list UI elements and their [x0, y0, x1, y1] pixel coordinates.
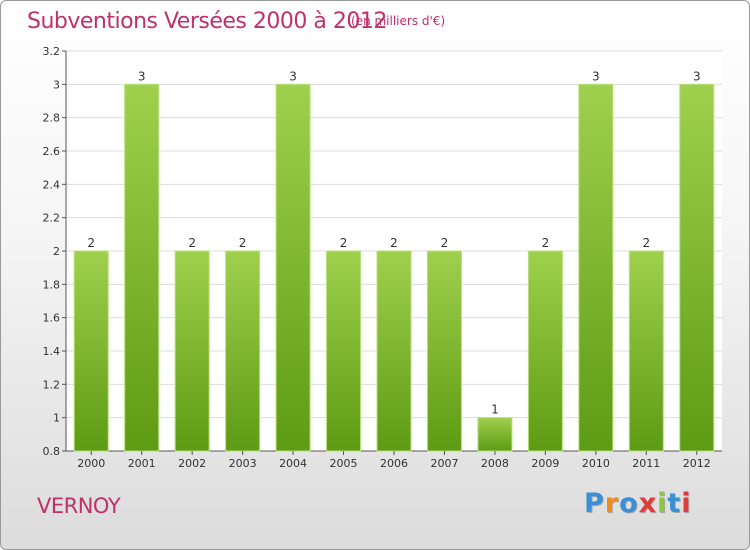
logo-letter: x [638, 488, 658, 519]
bar [174, 250, 210, 452]
commune-name: VERNOY [37, 494, 121, 518]
logo-letter: i [681, 488, 692, 519]
bar [628, 250, 664, 452]
y-tick-label: 2.8 [43, 112, 61, 125]
bar [326, 250, 362, 452]
x-tick-label: 2002 [178, 457, 206, 470]
bar-value-label: 2 [542, 236, 550, 250]
y-tick-label: 3 [53, 78, 60, 91]
y-tick-label: 1.4 [43, 345, 61, 358]
x-tick-label: 2004 [279, 457, 307, 470]
bar-value-label: 1 [491, 403, 499, 417]
y-tick-label: 1.6 [43, 312, 61, 325]
x-tick-label: 2001 [128, 457, 156, 470]
bar [679, 83, 715, 452]
y-tick-label: 1 [53, 412, 60, 425]
bar-value-label: 2 [87, 236, 95, 250]
y-tick-label: 2.6 [43, 145, 61, 158]
y-tick-label: 2.4 [43, 178, 61, 191]
bar [578, 83, 614, 452]
y-tick-label: 3.2 [43, 45, 61, 58]
y-tick-label: 2 [53, 245, 60, 258]
y-tick-label: 0.8 [43, 445, 61, 458]
bar-value-label: 3 [289, 69, 297, 83]
x-tick-label: 2000 [77, 457, 105, 470]
bar-value-label: 2 [239, 236, 247, 250]
bar [477, 417, 513, 452]
bar-value-label: 2 [340, 236, 348, 250]
bar-value-label: 3 [592, 69, 600, 83]
bar-value-label: 2 [441, 236, 449, 250]
chart-title: Subventions Versées 2000 à 2012 [27, 9, 387, 34]
bar [426, 250, 462, 452]
logo-letter: i [657, 488, 668, 519]
bar-value-label: 3 [693, 69, 701, 83]
y-tick-label: 2.2 [43, 212, 61, 225]
logo-letter: r [604, 488, 620, 519]
logo-letter: o [619, 488, 639, 519]
proxiti-logo: Proxiti [584, 488, 692, 519]
x-tick-label: 2003 [229, 457, 257, 470]
x-tick-label: 2009 [531, 457, 559, 470]
bar [527, 250, 563, 452]
x-tick-label: 2011 [632, 457, 660, 470]
bar [376, 250, 412, 452]
x-tick-label: 2012 [683, 457, 711, 470]
x-tick-label: 2010 [582, 457, 610, 470]
x-tick-label: 2006 [380, 457, 408, 470]
x-tick-label: 2007 [430, 457, 458, 470]
bar [124, 83, 160, 452]
logo-letter: t [667, 488, 682, 519]
y-tick-label: 1.2 [43, 378, 61, 391]
bar [73, 250, 109, 452]
bar [275, 83, 311, 452]
chart-subtitle: (en milliers d'€) [351, 14, 446, 28]
bar-value-label: 2 [390, 236, 398, 250]
x-tick-label: 2005 [330, 457, 358, 470]
logo-letter: P [584, 488, 605, 519]
x-tick-label: 2008 [481, 457, 509, 470]
bar-value-label: 2 [188, 236, 196, 250]
y-tick-label: 1.8 [43, 278, 61, 291]
bar [225, 250, 261, 452]
bar-value-label: 2 [642, 236, 650, 250]
bar-value-label: 3 [138, 69, 146, 83]
